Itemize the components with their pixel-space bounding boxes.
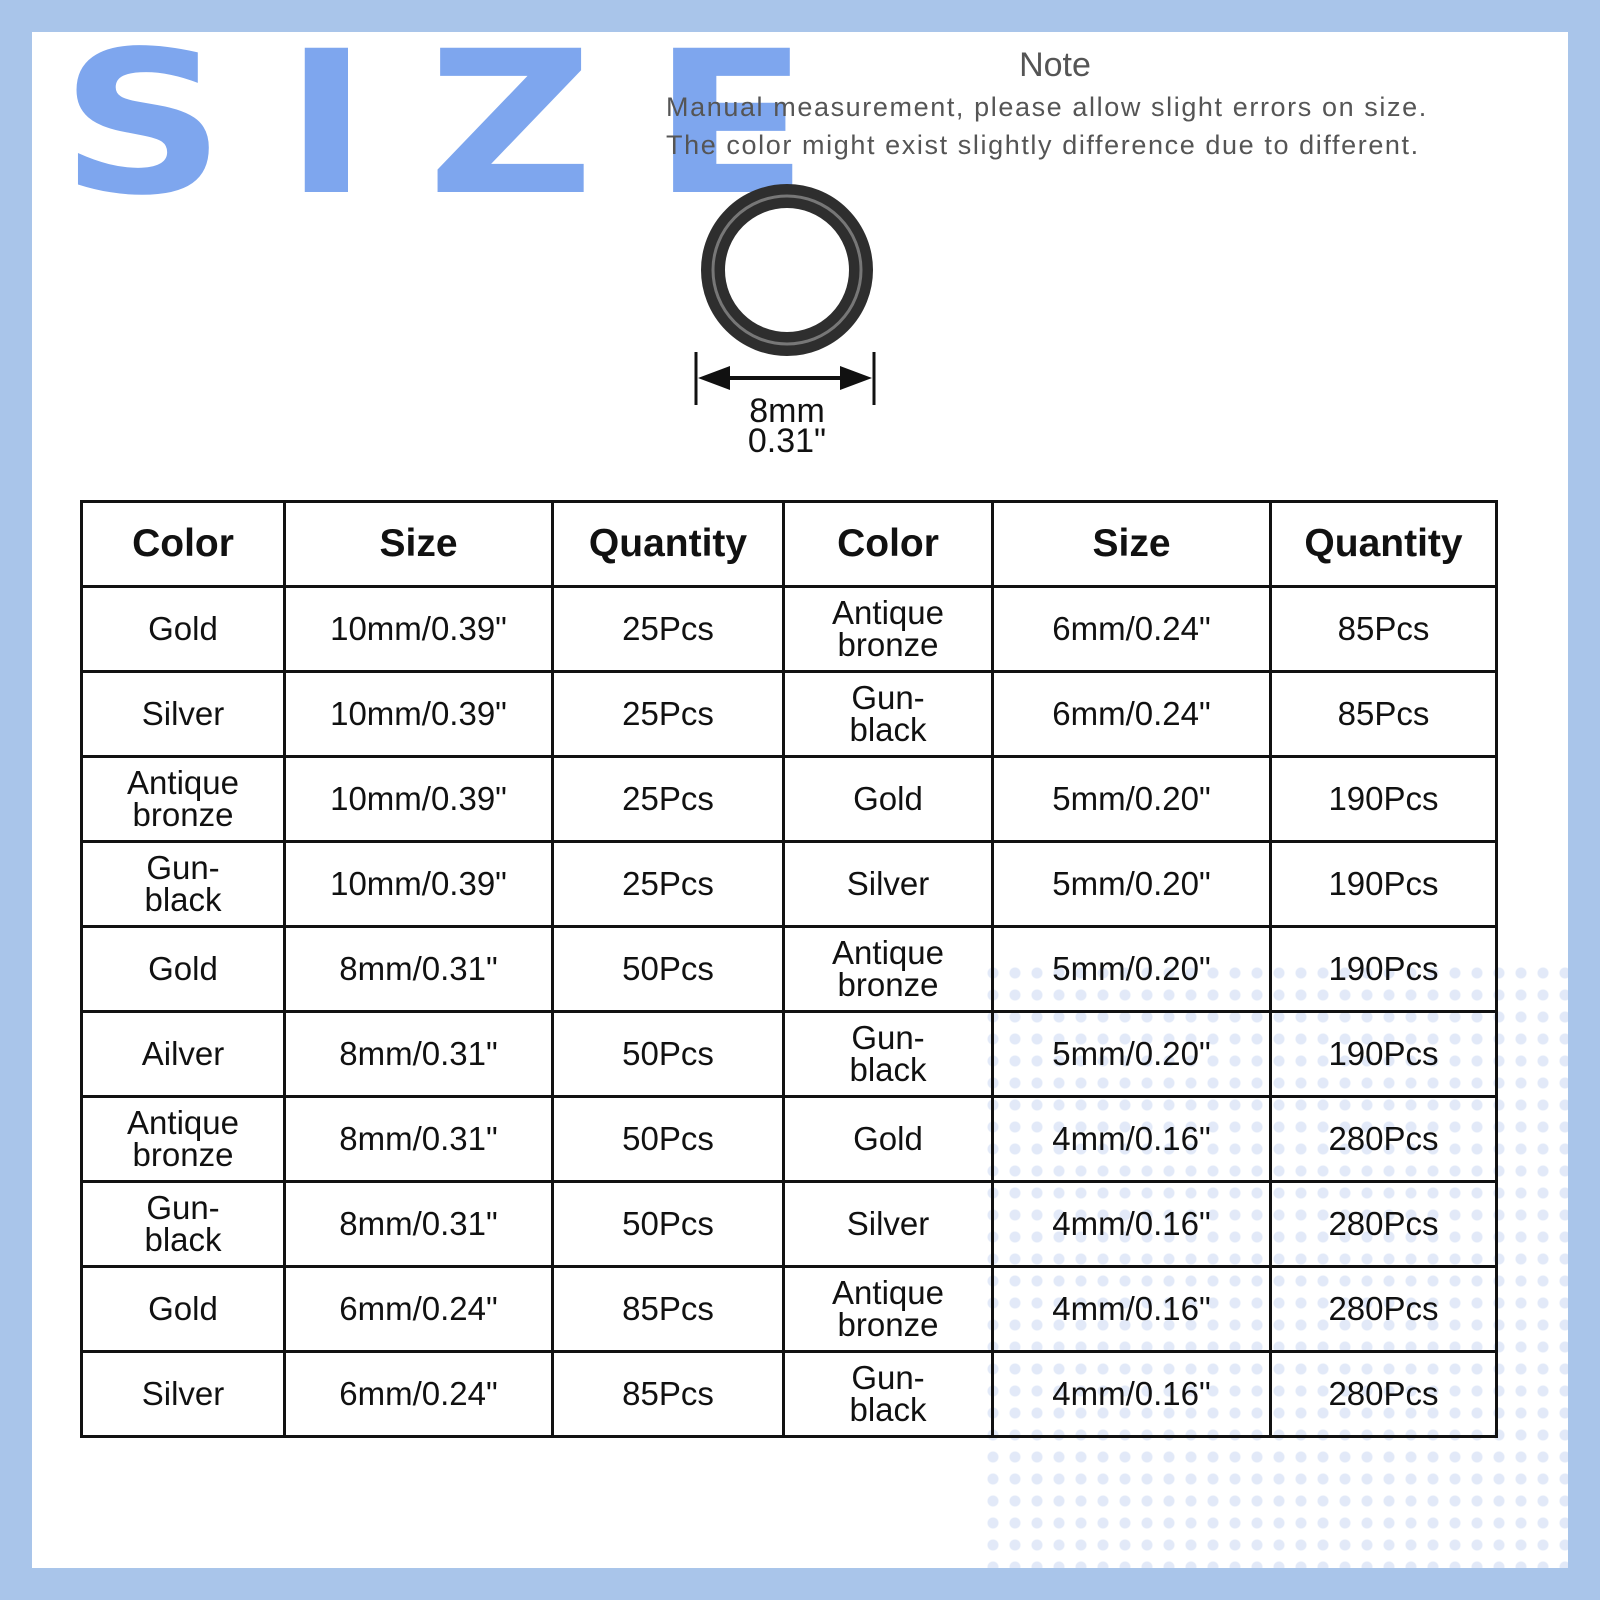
table-cell: 190Pcs: [1269, 1010, 1498, 1098]
table-cell: 280Pcs: [1269, 1350, 1498, 1438]
arrow-head: [698, 366, 730, 390]
table-cell: Antique bronze: [782, 925, 994, 1013]
table-cell: 190Pcs: [1269, 840, 1498, 928]
table-cell: Gun-black: [80, 840, 286, 928]
table-cell: 5mm/0.20": [991, 755, 1272, 843]
table-cell: Gun-black: [782, 670, 994, 758]
table-row: Silver 10mm/0.39" 25Pcs Gun-black 6mm/0.24" 8…: [80, 670, 1498, 758]
table-cell: Gun-black: [80, 1180, 286, 1268]
table-cell: Antique bronze: [80, 755, 286, 843]
table-cell: Silver: [80, 670, 286, 758]
ring-size-mm: 8mm: [749, 392, 825, 430]
table-row: Gun-black 10mm/0.39" 25Pcs Silver 5mm/0.20" 1…: [80, 840, 1498, 928]
table-cell: 10mm/0.39": [283, 585, 554, 673]
table-cell: 4mm/0.16": [991, 1180, 1272, 1268]
table-cell: Gun-black: [782, 1010, 994, 1098]
table-cell: 50Pcs: [551, 925, 785, 1013]
table-row: Silver 6mm/0.24" 85Pcs Gun-black 4mm/0.16" 28…: [80, 1350, 1498, 1438]
table-cell: 10mm/0.39": [283, 840, 554, 928]
table-cell: 8mm/0.31": [283, 925, 554, 1013]
table-cell: 4mm/0.16": [991, 1350, 1272, 1438]
table-cell: 85Pcs: [551, 1350, 785, 1438]
table-cell: Gold: [80, 585, 286, 673]
table-cell: Silver: [80, 1350, 286, 1438]
table-cell: Silver: [782, 840, 994, 928]
table-cell: Antique bronze: [782, 585, 994, 673]
table-cell: 8mm/0.31": [283, 1095, 554, 1183]
table-cell: 280Pcs: [1269, 1265, 1498, 1353]
table-cell: Gold: [80, 925, 286, 1013]
table-cell: 85Pcs: [1269, 585, 1498, 673]
table-cell: 6mm/0.24": [991, 585, 1272, 673]
table-cell: 6mm/0.24": [283, 1265, 554, 1353]
column-header: Size: [991, 500, 1272, 588]
arrow-head: [840, 366, 872, 390]
table-cell: 50Pcs: [551, 1095, 785, 1183]
table-cell: 85Pcs: [1269, 670, 1498, 758]
table-row: Gold 10mm/0.39" 25Pcs Antique bronze 6mm/0.2…: [80, 585, 1498, 673]
table-cell: 50Pcs: [551, 1010, 785, 1098]
table-cell: Gun-black: [782, 1350, 994, 1438]
table-row: Gold 6mm/0.24" 85Pcs Antique bronze 4mm/0.16…: [80, 1265, 1498, 1353]
table-cell: 5mm/0.20": [991, 925, 1272, 1013]
table-cell: 25Pcs: [551, 840, 785, 928]
table-cell: 8mm/0.31": [283, 1010, 554, 1098]
table-cell: 25Pcs: [551, 585, 785, 673]
note-title: Note: [1019, 46, 1091, 84]
table-cell: 190Pcs: [1269, 925, 1498, 1013]
table-cell: 5mm/0.20": [991, 840, 1272, 928]
size-table: Color Size Quantity Color Size Quantity Gold 10…: [80, 500, 1498, 1438]
header-row: Color Size Quantity Color Size Quantity: [80, 500, 1498, 588]
table-cell: Gold: [80, 1265, 286, 1353]
table-row: Ailver 8mm/0.31" 50Pcs Gun-black 5mm/0.20" 19…: [80, 1010, 1498, 1098]
table-row: Antique bronze 10mm/0.39" 25Pcs Gold 5mm/0.2…: [80, 755, 1498, 843]
table-row: Antique bronze 8mm/0.31" 50Pcs Gold 4mm/0.16…: [80, 1095, 1498, 1183]
note-line: The color might exist slightly differenc…: [666, 130, 1420, 160]
title: SIZE: [60, 32, 868, 240]
column-header: Size: [283, 500, 554, 588]
table-cell: 10mm/0.39": [283, 670, 554, 758]
table-cell: 10mm/0.39": [283, 755, 554, 843]
table-cell: Gold: [782, 755, 994, 843]
table-cell: 25Pcs: [551, 755, 785, 843]
table-cell: 190Pcs: [1269, 755, 1498, 843]
column-header: Color: [782, 500, 994, 588]
panel: SIZE Note Manual measurement, please all…: [32, 32, 1568, 1568]
table-row: Gun-black 8mm/0.31" 50Pcs Silver 4mm/0.16" 28…: [80, 1180, 1498, 1268]
table-cell: 6mm/0.24": [283, 1350, 554, 1438]
table-cell: Antique bronze: [782, 1265, 994, 1353]
table-cell: 8mm/0.31": [283, 1180, 554, 1268]
table-cell: 6mm/0.24": [991, 670, 1272, 758]
note-line: Manual measurement, please allow slight …: [666, 92, 1428, 122]
table-cell: 85Pcs: [551, 1265, 785, 1353]
table-cell: 4mm/0.16": [991, 1095, 1272, 1183]
column-header: Color: [80, 500, 286, 588]
table-cell: 50Pcs: [551, 1180, 785, 1268]
table-row: Gold 8mm/0.31" 50Pcs Antique bronze 5mm/0.20…: [80, 925, 1498, 1013]
table-cell: 280Pcs: [1269, 1095, 1498, 1183]
table-cell: Antique bronze: [80, 1095, 286, 1183]
table-cell: Ailver: [80, 1010, 286, 1098]
table-cell: 280Pcs: [1269, 1180, 1498, 1268]
column-header: Quantity: [551, 500, 785, 588]
ring-size-in: 0.31": [747, 422, 827, 460]
table-cell: 5mm/0.20": [991, 1010, 1272, 1098]
table-cell: Silver: [782, 1180, 994, 1268]
table-cell: 4mm/0.16": [991, 1265, 1272, 1353]
column-header: Quantity: [1269, 500, 1498, 588]
table-cell: Gold: [782, 1095, 994, 1183]
table-cell: 25Pcs: [551, 670, 785, 758]
ring-highlight: [711, 194, 863, 346]
ring-diagram: [694, 184, 876, 405]
